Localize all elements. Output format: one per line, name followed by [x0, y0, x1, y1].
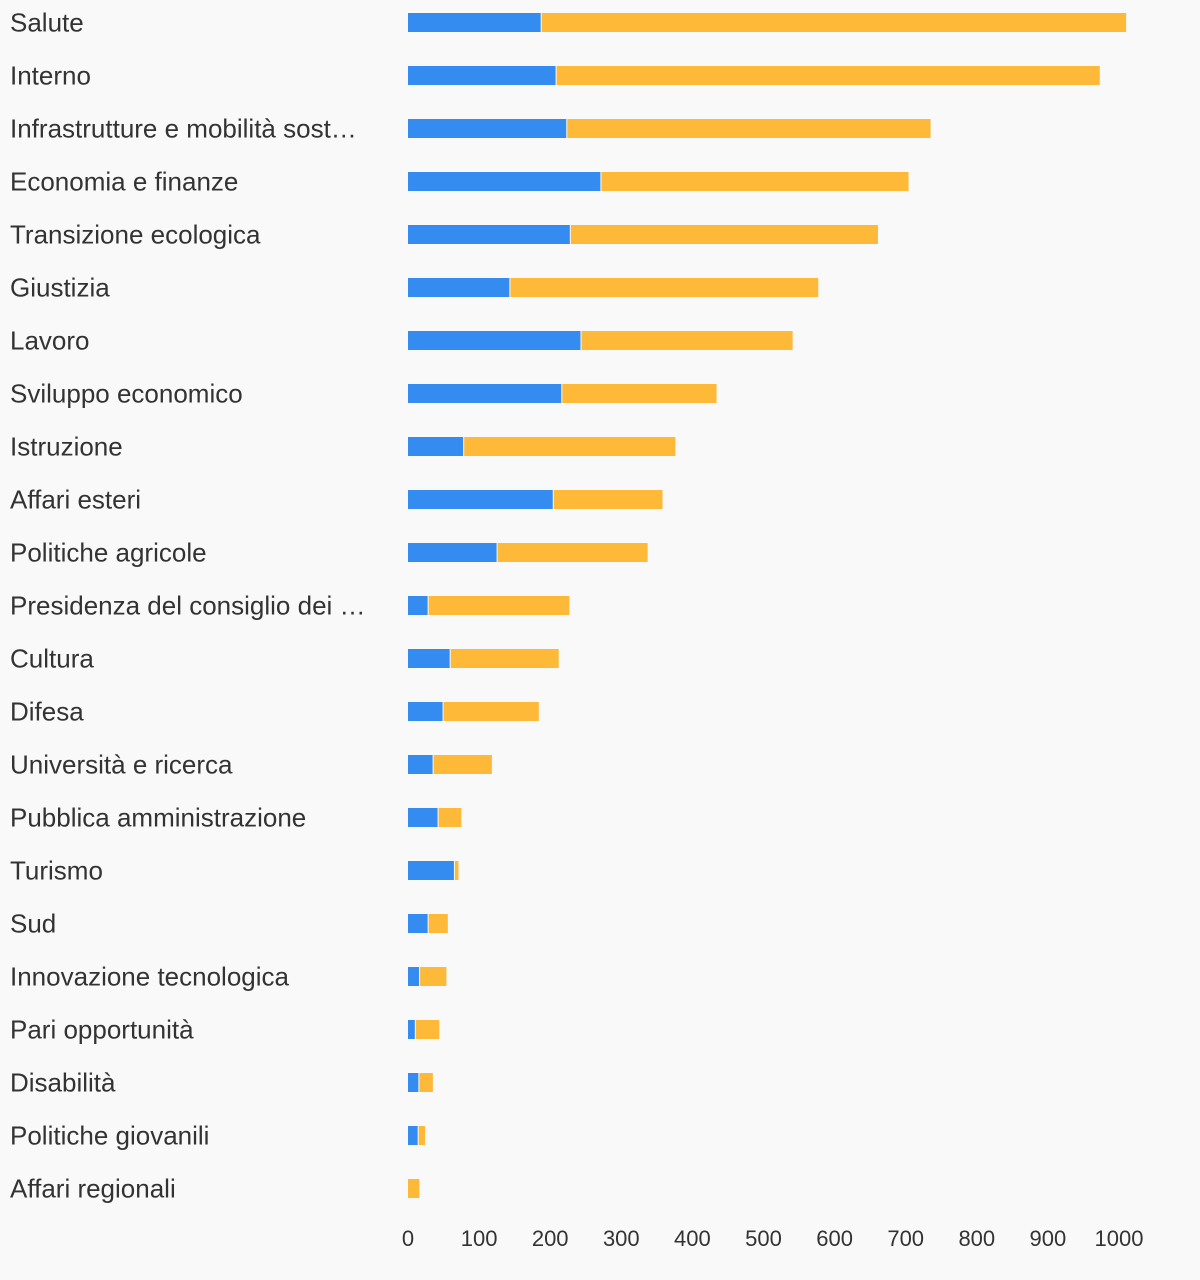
category-label: Politiche agricole [10, 538, 207, 568]
x-tick-label: 0 [402, 1226, 414, 1251]
bar-segment [420, 967, 447, 986]
x-tick-label: 500 [745, 1226, 782, 1251]
bar-segment [408, 1126, 418, 1145]
category-label: Salute [10, 8, 84, 38]
bar-segment [570, 225, 878, 244]
bar-segment [408, 808, 438, 827]
x-tick-label: 400 [674, 1226, 711, 1251]
category-label: Economia e finanze [10, 167, 238, 197]
bar-segment [541, 13, 1127, 32]
bar-segment [415, 1020, 440, 1039]
bar-segment [433, 755, 492, 774]
bar-segment [408, 119, 567, 138]
category-label: Difesa [10, 697, 84, 727]
bar-segment [408, 1179, 420, 1198]
bar-segment [408, 543, 497, 562]
bar-segment [450, 649, 559, 668]
bar-segment [419, 1073, 433, 1092]
bar-segment [497, 543, 648, 562]
category-label: Transizione ecologica [10, 220, 261, 250]
bar-segment [418, 1126, 426, 1145]
bars [408, 13, 1127, 1198]
category-label: Innovazione tecnologica [10, 962, 290, 992]
bar-segment [562, 384, 717, 403]
bar-segment [556, 66, 1100, 85]
bar-segment [581, 331, 793, 350]
bar-segment [601, 172, 909, 191]
bar-segment [428, 914, 448, 933]
bar-segment [408, 331, 581, 350]
x-tick-label: 700 [887, 1226, 924, 1251]
category-label: Pubblica amministrazione [10, 803, 306, 833]
category-label: Turismo [10, 856, 103, 886]
x-tick-label: 900 [1030, 1226, 1067, 1251]
category-label: Disabilità [10, 1068, 116, 1098]
bar-segment [408, 967, 420, 986]
category-label: Infrastrutture e mobilità sost… [10, 114, 357, 144]
bar-segment [510, 278, 819, 297]
category-label: Sud [10, 909, 56, 939]
category-label: Interno [10, 61, 91, 91]
category-label: Affari regionali [10, 1174, 176, 1204]
bar-segment [408, 596, 428, 615]
category-label: Pari opportunità [10, 1015, 194, 1045]
bar-segment [408, 278, 510, 297]
bar-segment [443, 702, 539, 721]
category-label: Istruzione [10, 432, 123, 462]
bar-segment [408, 172, 601, 191]
bar-segment [567, 119, 931, 138]
category-label: Politiche giovanili [10, 1121, 209, 1151]
bar-segment [408, 384, 562, 403]
bar-segment [408, 1020, 415, 1039]
bar-segment [408, 1073, 419, 1092]
category-label: Lavoro [10, 326, 90, 356]
x-axis: 0 100 200 300 400 500 600 700 800 900 1000 [402, 1226, 1144, 1251]
category-label: Giustizia [10, 273, 110, 303]
bar-segment [408, 490, 553, 509]
bar-segment [438, 808, 462, 827]
x-tick-label: 100 [461, 1226, 498, 1251]
bar-segment [408, 225, 570, 244]
bar-segment [408, 649, 450, 668]
bar-segment [408, 861, 454, 880]
x-tick-label: 800 [958, 1226, 995, 1251]
bar-segment [464, 437, 676, 456]
bar-segment [454, 861, 459, 880]
bar-segment [408, 702, 443, 721]
bar-segment [408, 13, 541, 32]
category-label: Affari esteri [10, 485, 141, 515]
category-labels: Salute Interno Infrastrutture e mobilità s… [10, 8, 366, 1204]
bar-segment [408, 914, 428, 933]
bar-segment [408, 755, 433, 774]
category-label: Università e ricerca [10, 750, 233, 780]
category-label: Sviluppo economico [10, 379, 243, 409]
category-label: Cultura [10, 644, 94, 674]
bar-segment [553, 490, 663, 509]
category-label: Presidenza del consiglio dei … [10, 591, 366, 621]
bar-segment [428, 596, 570, 615]
x-tick-label: 600 [816, 1226, 853, 1251]
x-tick-label: 200 [532, 1226, 569, 1251]
bar-segment [408, 66, 556, 85]
x-tick-label: 300 [603, 1226, 640, 1251]
bar-segment [408, 437, 464, 456]
x-tick-label: 1000 [1095, 1226, 1144, 1251]
